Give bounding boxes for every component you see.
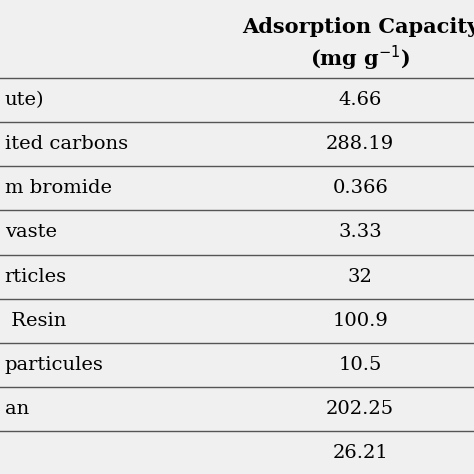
Text: 32: 32 <box>348 268 373 285</box>
Text: vaste: vaste <box>5 224 57 241</box>
Text: 4.66: 4.66 <box>338 91 382 109</box>
Text: 202.25: 202.25 <box>326 400 394 418</box>
Text: 3.33: 3.33 <box>338 224 382 241</box>
Text: 288.19: 288.19 <box>326 136 394 153</box>
Text: 100.9: 100.9 <box>332 312 388 329</box>
Text: ited carbons: ited carbons <box>5 136 128 153</box>
Text: 0.366: 0.366 <box>332 180 388 197</box>
Text: Resin: Resin <box>5 312 66 329</box>
Text: rticles: rticles <box>5 268 67 285</box>
Text: ute): ute) <box>5 91 44 109</box>
Text: m bromide: m bromide <box>5 180 112 197</box>
Text: particules: particules <box>5 356 104 374</box>
Text: 10.5: 10.5 <box>338 356 382 374</box>
Text: (mg g$^{-1}$): (mg g$^{-1}$) <box>310 44 410 73</box>
Text: an: an <box>5 400 29 418</box>
Text: Adsorption Capacity: Adsorption Capacity <box>242 17 474 37</box>
Text: 26.21: 26.21 <box>332 444 388 462</box>
